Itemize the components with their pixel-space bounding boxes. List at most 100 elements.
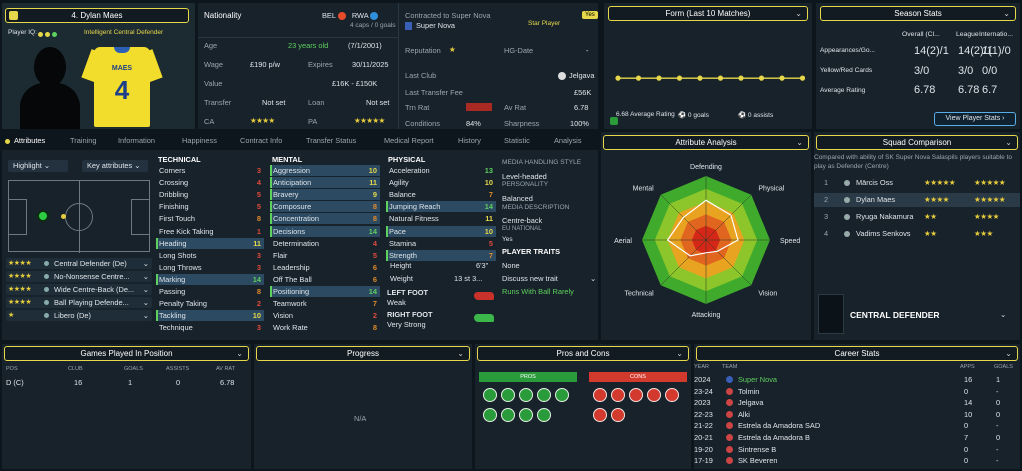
career-row[interactable]: 20-21 Estrela da Amadora B 7 0 bbox=[694, 432, 1020, 443]
chevron-down-icon[interactable]: ⌄ bbox=[142, 298, 149, 307]
pass-icon[interactable] bbox=[611, 408, 625, 422]
chevron-down-icon[interactable]: ⌄ bbox=[236, 349, 243, 358]
key-attributes-dropdown[interactable]: Key attributes ⌄ bbox=[82, 160, 148, 172]
run-icon[interactable] bbox=[519, 388, 533, 402]
last-club-value[interactable]: Jelgava bbox=[558, 71, 594, 81]
attribute-row[interactable]: Technique 3 bbox=[156, 322, 264, 333]
tab-history[interactable]: History bbox=[458, 136, 481, 145]
form-point[interactable] bbox=[799, 75, 806, 81]
attribute-row[interactable]: Pace 10 bbox=[386, 225, 496, 237]
player-name-bar[interactable]: 4. Dylan Maes bbox=[5, 8, 189, 23]
attribute-row[interactable]: Vision 2 bbox=[270, 310, 380, 321]
attribute-row[interactable]: Bravery 9 bbox=[270, 189, 380, 201]
chevron-down-icon[interactable]: ⌄ bbox=[142, 285, 149, 294]
progress-title[interactable]: Progress ⌄ bbox=[256, 346, 470, 361]
attribute-row[interactable]: Work Rate 8 bbox=[270, 322, 380, 333]
role-row[interactable]: ★★★★ Ball Playing Defende... ⌄ bbox=[6, 297, 152, 308]
career-row[interactable]: 22-23 Alki 10 0 bbox=[694, 409, 1020, 420]
brain-icon[interactable] bbox=[483, 408, 497, 422]
attribute-row[interactable]: Marking 14 bbox=[156, 273, 264, 285]
chevron-down-icon[interactable]: ⌄ bbox=[796, 138, 803, 147]
menu-icon[interactable] bbox=[9, 11, 18, 20]
role-row[interactable]: ★★★★ No-Nonsense Centre... ⌄ bbox=[6, 271, 152, 282]
attribute-row[interactable]: Natural Fitness 11 bbox=[386, 213, 496, 224]
squad-row[interactable]: 1 Mārcis Oss ★★★★★ ★★★★★ bbox=[814, 176, 1020, 190]
highlight-dropdown[interactable]: Highlight ⌄ bbox=[8, 160, 68, 172]
chevron-down-icon[interactable]: ⌄ bbox=[142, 311, 149, 320]
ball-icon[interactable] bbox=[647, 388, 661, 402]
tab-statistic[interactable]: Statistic bbox=[504, 136, 530, 145]
attribute-row[interactable]: Finishing 5 bbox=[156, 201, 264, 212]
form-point[interactable] bbox=[697, 75, 703, 81]
attribute-row[interactable]: Positioning 14 bbox=[270, 286, 380, 297]
hand-icon[interactable] bbox=[537, 408, 551, 422]
jump-icon[interactable] bbox=[519, 408, 533, 422]
form-point[interactable] bbox=[717, 75, 724, 81]
attribute-row[interactable]: Heading 11 bbox=[156, 237, 264, 249]
attribute-row[interactable]: Decisions 14 bbox=[270, 225, 380, 237]
season-title[interactable]: Season Stats ⌄ bbox=[820, 6, 1016, 21]
career-row[interactable]: 2023 Jelgava 14 0 bbox=[694, 397, 1020, 408]
form-point[interactable] bbox=[779, 75, 785, 81]
discuss-trait-button[interactable]: Discuss new trait ⌄ bbox=[502, 274, 597, 283]
eye-icon[interactable] bbox=[593, 408, 607, 422]
tab-training[interactable]: Training bbox=[70, 136, 97, 145]
club-name[interactable]: Super Nova bbox=[405, 21, 455, 31]
chevron-down-icon[interactable]: ⌄ bbox=[142, 259, 149, 268]
muscle-icon[interactable] bbox=[537, 388, 551, 402]
chevron-down-icon[interactable]: ⌄ bbox=[1000, 310, 1007, 319]
crown-icon[interactable] bbox=[611, 388, 625, 402]
star-icon[interactable] bbox=[501, 388, 515, 402]
form-point[interactable] bbox=[738, 75, 744, 81]
form-point[interactable] bbox=[615, 75, 621, 81]
tab-happiness[interactable]: Happiness bbox=[182, 136, 217, 145]
form-point[interactable] bbox=[635, 75, 642, 81]
form-title[interactable]: Form (Last 10 Matches) ⌄ bbox=[608, 6, 808, 21]
chevron-down-icon[interactable]: ⌄ bbox=[676, 349, 683, 358]
attribute-row[interactable]: Long Throws 3 bbox=[156, 262, 264, 273]
tab-transfer-status[interactable]: Transfer Status bbox=[306, 136, 357, 145]
flask-icon[interactable] bbox=[629, 388, 643, 402]
attribute-row[interactable]: Off The Ball 6 bbox=[270, 274, 380, 285]
role-row[interactable]: ★★★★ Wide Centre-Back (De... ⌄ bbox=[6, 284, 152, 295]
role-row[interactable]: ★★★★ Central Defender (De) ⌄ bbox=[6, 258, 152, 269]
attribute-row[interactable]: Strength 7 bbox=[386, 249, 496, 261]
attribute-row[interactable]: Long Shots 3 bbox=[156, 250, 264, 261]
tab-analysis[interactable]: Analysis bbox=[554, 136, 582, 145]
view-player-stats-button[interactable]: View Player Stats › bbox=[934, 112, 1016, 126]
attribute-row[interactable]: Free Kick Taking 1 bbox=[156, 226, 264, 237]
chevron-down-icon[interactable]: ⌄ bbox=[795, 9, 802, 18]
form-point[interactable] bbox=[676, 75, 683, 81]
attribute-row[interactable]: Composure 8 bbox=[270, 201, 380, 213]
attribute-row[interactable]: Tackling 10 bbox=[156, 310, 264, 322]
attribute-row[interactable]: Flair 5 bbox=[270, 250, 380, 261]
form-point[interactable] bbox=[656, 75, 662, 81]
squad-row[interactable]: 4 Vadims Senkovs ★★ ★★★ bbox=[814, 227, 1020, 241]
chevron-down-icon[interactable]: ⌄ bbox=[1005, 138, 1012, 147]
wrench-icon[interactable] bbox=[593, 388, 607, 402]
career-row[interactable]: 19-20 Sintrense B 0 - bbox=[694, 444, 1020, 455]
form-point[interactable] bbox=[758, 75, 765, 81]
career-row[interactable]: 2024 Super Nova 16 1 bbox=[694, 374, 1020, 385]
attribute-row[interactable]: Dribbling 5 bbox=[156, 189, 264, 200]
attribute-row[interactable]: Stamina 5 bbox=[386, 238, 496, 249]
chevron-down-icon[interactable]: ⌄ bbox=[1005, 349, 1012, 358]
attribute-row[interactable]: Teamwork 7 bbox=[270, 298, 380, 309]
target-icon[interactable] bbox=[483, 388, 497, 402]
attribute-row[interactable]: First Touch 8 bbox=[156, 213, 264, 224]
chevron-down-icon[interactable]: ⌄ bbox=[457, 349, 464, 358]
role-row[interactable]: ★ Libero (De) ⌄ bbox=[6, 310, 152, 321]
proscons-title[interactable]: Pros and Cons ⌄ bbox=[477, 346, 689, 361]
tab-attributes[interactable]: Attributes bbox=[14, 136, 46, 145]
attribute-row[interactable]: Corners 3 bbox=[156, 165, 264, 176]
squad-row[interactable]: 3 Ryuga Nakamura ★★ ★★★★ bbox=[814, 210, 1020, 224]
attribute-row[interactable]: Jumping Reach 14 bbox=[386, 201, 496, 213]
attribute-row[interactable]: Determination 4 bbox=[270, 238, 380, 249]
squad-row[interactable]: 2 Dylan Maes ★★★★ ★★★★★ bbox=[814, 193, 1020, 207]
games-row[interactable]: D (C) 16 1 0 6.78 bbox=[6, 378, 235, 387]
attribute-row[interactable]: Concentration 8 bbox=[270, 213, 380, 225]
career-row[interactable]: 21-22 Estrela da Amadora SAD 0 - bbox=[694, 420, 1020, 431]
whistle-icon[interactable] bbox=[555, 388, 569, 402]
attribute-row[interactable]: Aggression 10 bbox=[270, 165, 380, 176]
attribute-row[interactable]: Penalty Taking 2 bbox=[156, 298, 264, 309]
